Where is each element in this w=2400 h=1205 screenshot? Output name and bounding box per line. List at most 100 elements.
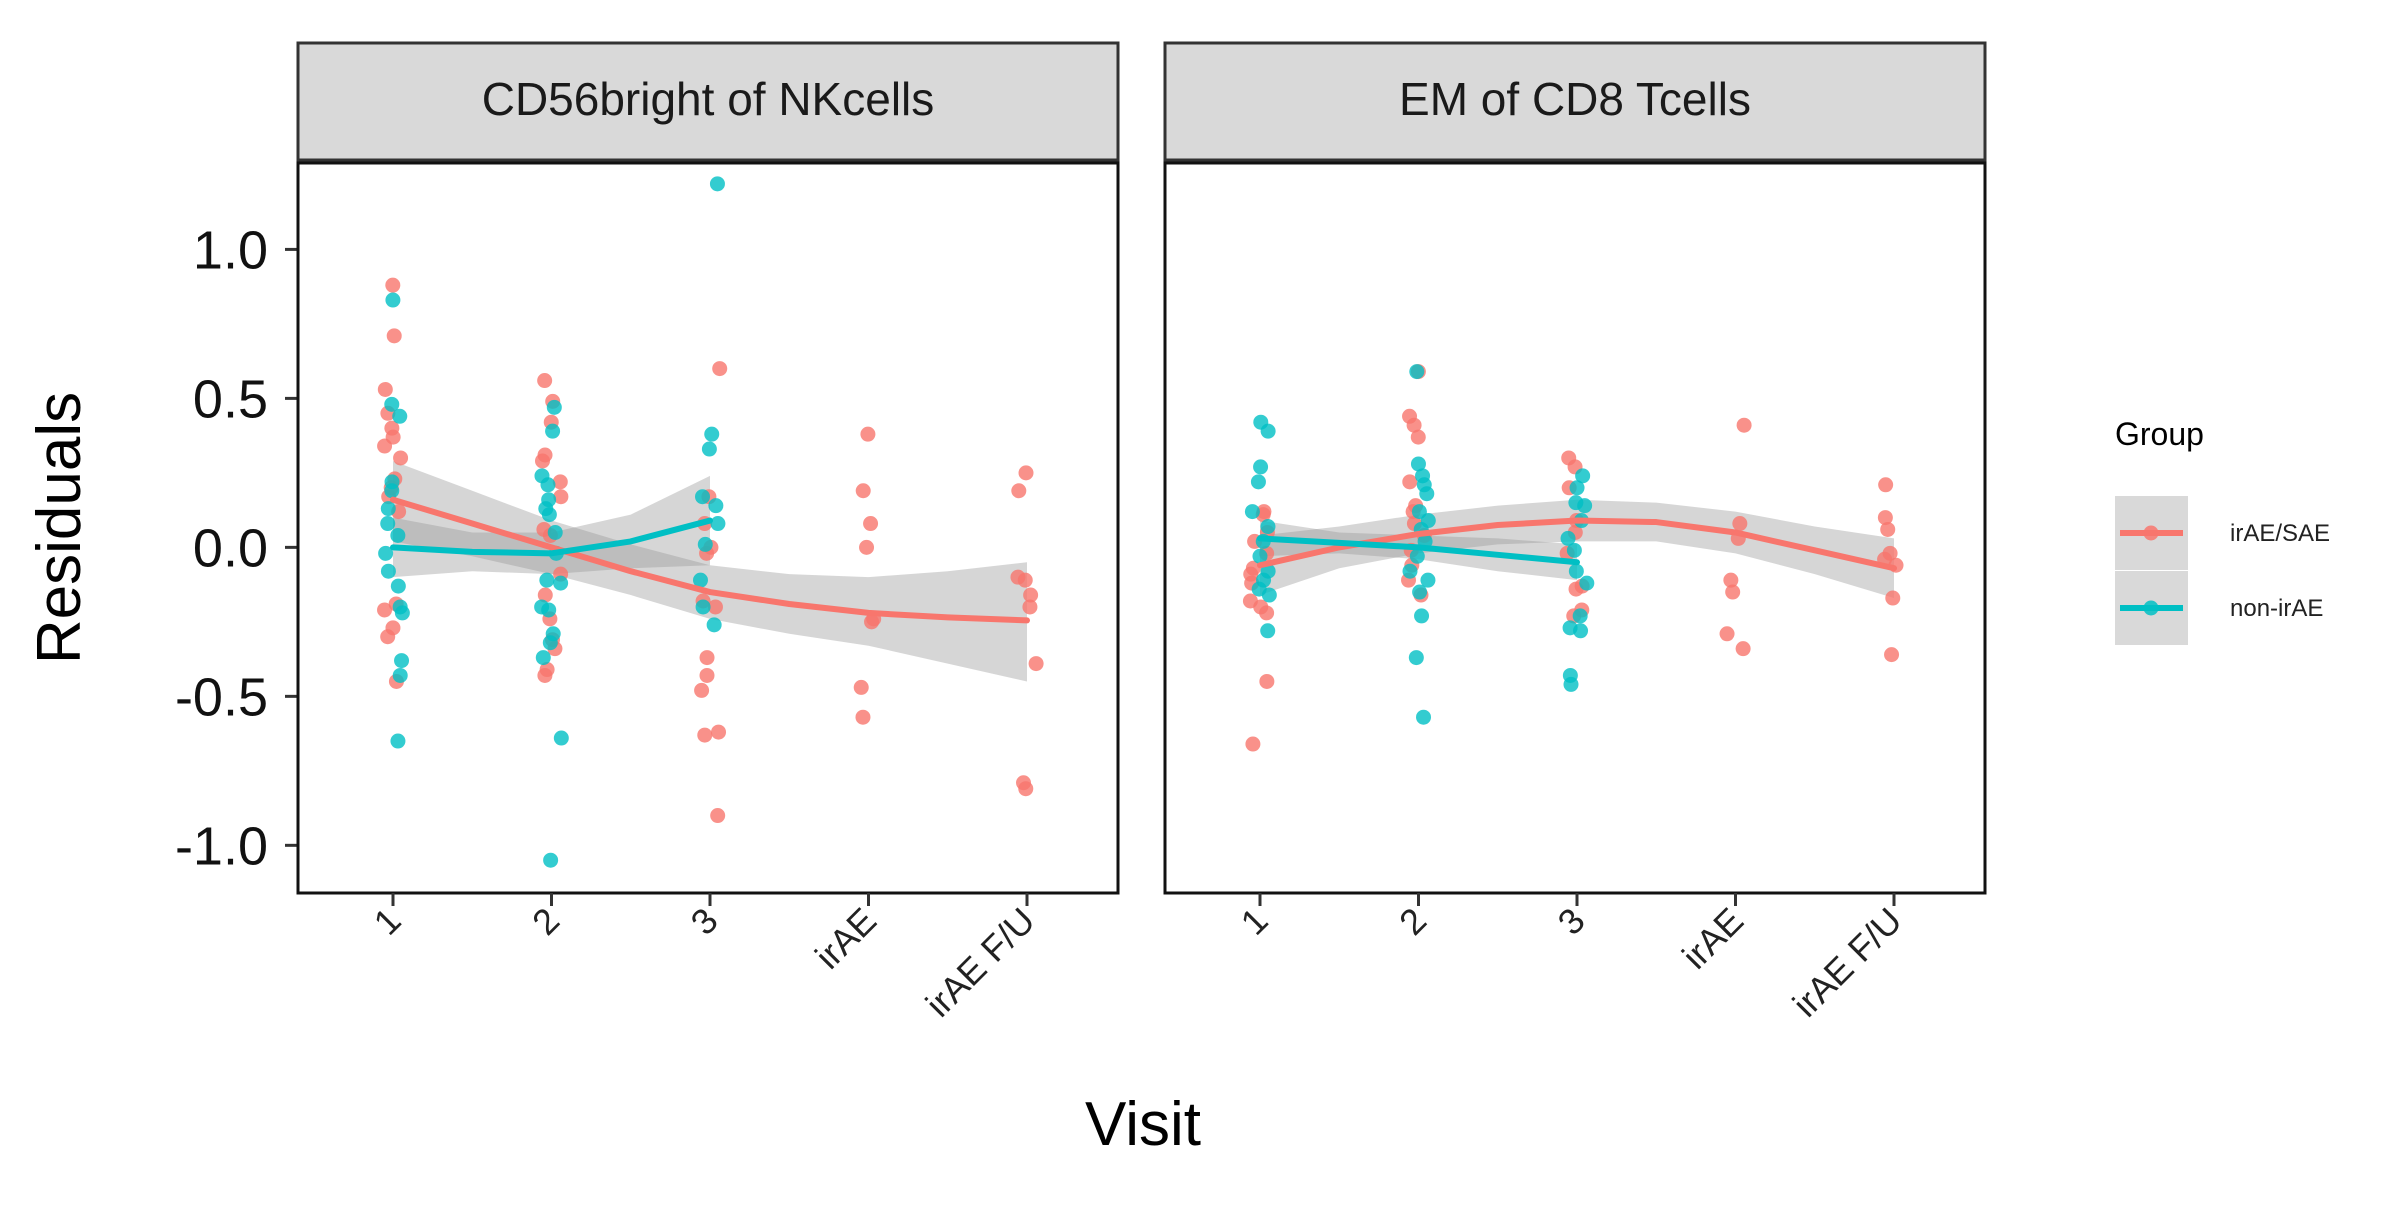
- data-point: [1412, 584, 1428, 600]
- data-point: [545, 423, 561, 439]
- data-point: [1563, 676, 1579, 692]
- data-point: [541, 507, 557, 523]
- data-point: [704, 426, 720, 442]
- data-point: [546, 399, 562, 415]
- legend-marker: [2143, 525, 2159, 541]
- data-point: [1011, 483, 1027, 499]
- data-point: [394, 605, 410, 621]
- facet-panel-1: CD56bright of NKcells 1 2 3 irAE irAE F/U: [296, 41, 1120, 1025]
- data-point: [535, 650, 551, 666]
- data-point: [1250, 474, 1266, 490]
- data-point: [1568, 563, 1584, 579]
- data-point: [694, 682, 710, 698]
- data-point: [1877, 510, 1893, 526]
- data-point: [1406, 417, 1422, 433]
- data-point: [1018, 465, 1034, 481]
- data-point: [542, 635, 558, 651]
- x-tick-label: 3: [683, 900, 726, 943]
- data-point: [1575, 468, 1591, 484]
- data-point: [393, 450, 409, 466]
- data-point: [1022, 599, 1038, 615]
- legend: irAE/SAE non-irAE: [2115, 496, 2330, 645]
- data-point: [1420, 572, 1436, 588]
- data-point: [390, 527, 406, 543]
- data-point: [711, 724, 727, 740]
- data-point: [537, 587, 553, 603]
- data-point: [539, 572, 555, 588]
- x-tick-label: 2: [1391, 900, 1434, 943]
- data-point: [699, 650, 715, 666]
- data-point: [540, 477, 556, 493]
- facet-strip-title: CD56bright of NKcells: [482, 73, 935, 125]
- data-point: [1719, 626, 1735, 642]
- data-point: [1878, 477, 1894, 493]
- data-point: [1244, 504, 1260, 520]
- data-point: [1252, 548, 1268, 564]
- data-point: [553, 730, 569, 746]
- data-point: [1572, 608, 1588, 624]
- data-point: [1260, 519, 1276, 535]
- data-point: [386, 328, 402, 344]
- x-tick-label: 1: [366, 900, 409, 943]
- y-tick-label: -0.5: [175, 667, 268, 727]
- data-point: [1260, 423, 1276, 439]
- legend-marker: [2143, 600, 2159, 616]
- data-point: [855, 709, 871, 725]
- data-point: [378, 545, 394, 561]
- x-tick-label: irAE: [1674, 900, 1751, 977]
- data-point: [709, 176, 725, 192]
- data-point: [1259, 605, 1275, 621]
- data-point: [1723, 572, 1739, 588]
- data-point: [377, 438, 393, 454]
- facet-strip-title: EM of CD8 Tcells: [1399, 73, 1751, 125]
- legend-entry-label: non-irAE: [2230, 595, 2323, 622]
- data-point: [384, 483, 400, 499]
- data-point: [1569, 480, 1585, 496]
- x-tick-label: irAE: [807, 900, 884, 977]
- data-point: [1260, 623, 1276, 639]
- facet-strip: [1163, 41, 1987, 162]
- data-point: [859, 539, 875, 555]
- data-point: [707, 599, 723, 615]
- data-point: [1408, 650, 1424, 666]
- data-point: [1884, 647, 1900, 663]
- data-point: [710, 516, 726, 532]
- data-point: [1419, 486, 1435, 502]
- data-point: [695, 489, 711, 505]
- data-point: [380, 501, 396, 517]
- facet-strip: [296, 41, 1120, 162]
- data-point: [701, 441, 717, 457]
- trend-line: [390, 517, 713, 557]
- data-point: [1259, 673, 1275, 689]
- data-point: [1566, 542, 1582, 558]
- data-point: [708, 498, 724, 514]
- y-tick-label: 0.0: [193, 518, 268, 578]
- data-point: [552, 474, 568, 490]
- data-point: [1579, 575, 1595, 591]
- data-point: [710, 808, 726, 824]
- data-point: [537, 373, 553, 389]
- x-tick-label: 3: [1550, 900, 1593, 943]
- data-point: [1245, 736, 1261, 752]
- data-point: [392, 408, 408, 424]
- data-point: [394, 653, 410, 669]
- data-point: [377, 381, 393, 397]
- data-point: [855, 483, 871, 499]
- legend-entry-label: irAE/SAE: [2230, 520, 2330, 547]
- data-point: [1023, 587, 1039, 603]
- data-point: [853, 679, 869, 695]
- legend-title: Group: [2115, 416, 2204, 452]
- data-point: [380, 563, 396, 579]
- data-point: [390, 578, 406, 594]
- data-point: [541, 602, 557, 618]
- data-point: [543, 852, 559, 868]
- data-point: [377, 602, 393, 618]
- data-point: [712, 361, 728, 377]
- data-point: [547, 524, 563, 540]
- data-point: [1577, 498, 1593, 514]
- y-tick-label: -1.0: [175, 816, 268, 876]
- data-point: [1028, 656, 1044, 672]
- data-point: [695, 599, 711, 615]
- data-point: [1573, 623, 1589, 639]
